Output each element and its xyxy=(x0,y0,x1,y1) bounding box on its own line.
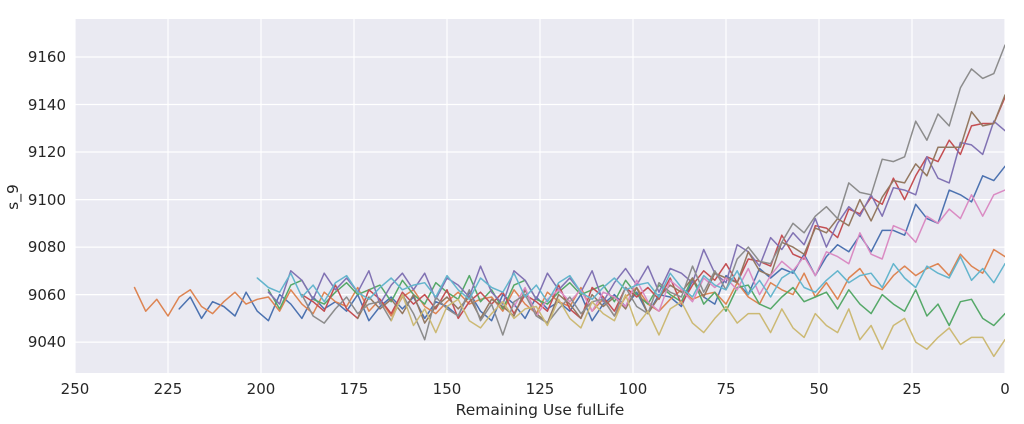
series-line-unit-9 xyxy=(390,293,1005,358)
x-tick-label: 100 xyxy=(618,380,648,398)
y-tick-label: 9060 xyxy=(27,285,66,304)
y-tick-label: 9080 xyxy=(27,238,66,257)
x-axis-label: Remaining Use fulLife xyxy=(455,401,625,419)
series-line-unit-4 xyxy=(301,96,1005,320)
y-tick-label: 9160 xyxy=(27,48,66,66)
x-tick-label: 250 xyxy=(60,380,90,398)
x-tick-label: 50 xyxy=(809,380,829,398)
series-line-unit-5 xyxy=(267,120,1005,305)
y-tick-label: 9100 xyxy=(27,190,66,209)
x-tick-label: 75 xyxy=(716,380,736,398)
line-chart-canvas xyxy=(75,19,1005,373)
y-tick-label: 9040 xyxy=(27,333,66,352)
series-line-unit-8 xyxy=(301,44,1005,341)
x-tick-label: 125 xyxy=(525,380,555,398)
series-line-unit-6 xyxy=(356,94,1005,324)
x-tick-label: 25 xyxy=(902,380,922,398)
x-tick-label: 200 xyxy=(246,380,276,398)
y-tick-label: 9120 xyxy=(27,143,66,162)
series-line-unit-3 xyxy=(267,274,1005,327)
plot-area xyxy=(75,19,1005,373)
x-tick-label: 175 xyxy=(339,380,369,398)
y-tick-label: 9140 xyxy=(27,95,66,114)
x-tick-label: 225 xyxy=(153,380,183,398)
series-line-unit-2 xyxy=(133,248,1005,317)
series-line-unit-10 xyxy=(256,255,1005,303)
x-tick-label: 150 xyxy=(432,380,462,398)
x-tick-label: 0 xyxy=(1000,380,1010,398)
